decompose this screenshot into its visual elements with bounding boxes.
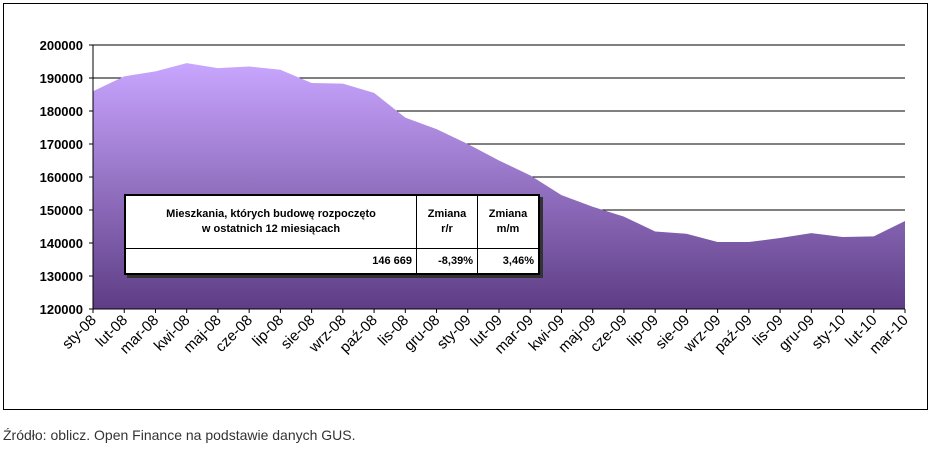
y-tick-label: 160000: [40, 170, 83, 185]
y-tick-label: 130000: [40, 269, 83, 284]
summary-table-value-row: 146 669 -8,39% 3,46%: [124, 248, 540, 275]
x-tick-label: gru-08: [401, 312, 444, 355]
x-tick-label: sty-09: [434, 312, 475, 353]
x-tick-label: sty-08: [59, 312, 100, 353]
source-note: Źródło: oblicz. Open Finance na podstawi…: [3, 427, 356, 443]
x-axis-tick-labels: sty-08lut-08mar-08kwi-08maj-08cze-08lip-…: [59, 312, 912, 358]
y-tick-label: 190000: [40, 71, 83, 86]
area-chart: 120000 130000 140000 150000 160000 170000 1800…: [40, 38, 912, 358]
summary-value-yoy: -8,39%: [416, 248, 478, 275]
y-tick-label: 170000: [40, 137, 83, 152]
summary-header-dwellings-text: Mieszkania, których budowę rozpoczęto w …: [166, 208, 376, 235]
summary-header-yoy: Zmiana r/r: [416, 194, 478, 249]
y-tick-label: 120000: [40, 302, 83, 317]
y-tick-label: 140000: [40, 236, 83, 251]
y-tick-label: 150000: [40, 203, 83, 218]
axes: [89, 44, 906, 313]
y-tick-label: 180000: [40, 104, 83, 119]
summary-header-mom: Zmiana m/m: [477, 194, 540, 249]
y-axis-tick-labels: 120000 130000 140000 150000 160000 170000 1800…: [40, 38, 83, 317]
summary-header-mom-text: Zmiana m/m: [488, 208, 528, 235]
summary-value-mom: 3,46%: [477, 248, 540, 275]
summary-header-dwellings: Mieszkania, których budowę rozpoczęto w …: [124, 194, 417, 249]
y-tick-label: 200000: [40, 38, 83, 53]
summary-table-header-row: Mieszkania, których budowę rozpoczęto w …: [124, 194, 540, 249]
summary-value-dwellings: 146 669: [124, 248, 417, 275]
x-tick-label: sty-10: [808, 312, 849, 353]
x-tick-label: gru-09: [775, 312, 818, 355]
summary-table: Mieszkania, których budowę rozpoczęto w …: [124, 194, 540, 275]
summary-header-yoy-text: Zmiana r/r: [427, 208, 467, 235]
